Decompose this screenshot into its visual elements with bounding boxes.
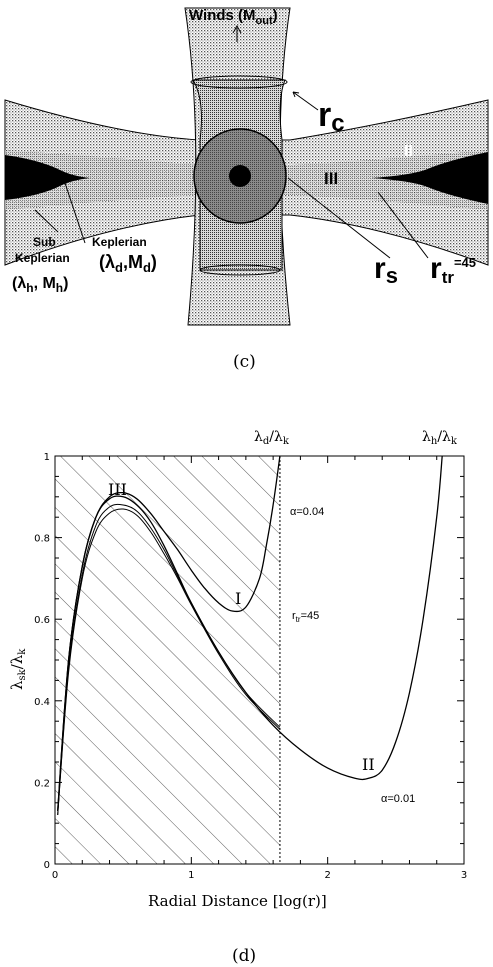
rs-label: rs — [374, 252, 398, 288]
y-tick-label: 1 — [44, 452, 50, 463]
cenbol-top-cap — [190, 75, 288, 89]
rtr-label: rtr=45 — [430, 252, 476, 287]
annotation-alpha-004: α=0.04 — [290, 506, 324, 518]
annotation-rtr: rtr=45 — [292, 610, 319, 624]
y-tick-label: 0.2 — [34, 778, 50, 789]
axis-tick-labels: 0 1 2 3 0 0.2 0.4 0.6 0.8 1 — [34, 452, 467, 881]
caption-c: (c) — [233, 352, 256, 372]
panel-c-diagram: Winds (Mout) rc III II rs rtr=45 Sub Kep… — [4, 7, 489, 326]
rc-pointer-head — [292, 91, 300, 98]
rtr-pointer — [377, 191, 429, 259]
series-lines — [57, 455, 443, 816]
rs-pointer — [287, 177, 391, 259]
rc-pointer — [292, 91, 319, 111]
x-tick-label: 1 — [188, 870, 194, 881]
y-tick-label: 0.6 — [34, 615, 50, 626]
winds-label: Winds (Mout) — [189, 7, 278, 27]
x-axis-label: Radial Distance [log(r)] — [148, 892, 327, 910]
top-label-lambda-d: λd/λk — [254, 429, 290, 447]
annotation-I: I — [235, 589, 241, 608]
sub-keplerian-pointer — [34, 209, 59, 233]
annotation-II: II — [362, 755, 375, 774]
wind-arrowhead — [232, 24, 242, 34]
cenbol-bottom-cap — [199, 264, 281, 276]
caption-d: (d) — [232, 946, 256, 966]
panel-d-chart: λd/λk λh/λk 0 1 2 300.20.40.60.81 III I II … — [8, 429, 467, 910]
series-line-aux-3 — [57, 508, 281, 816]
y-tick-label: 0 — [44, 860, 50, 871]
lambda-d-mdot-d-label: (λd,Md) — [99, 252, 157, 275]
series-line-aux-2 — [57, 503, 281, 816]
keplerian-label: Keplerian — [92, 235, 147, 249]
lambda-h-mdot-h-label: (λh, Mh) — [12, 275, 68, 295]
x-tick-label: 0 — [52, 870, 58, 881]
sub-label: Sub — [33, 235, 56, 249]
y-axis-label: λsk/λk — [8, 648, 28, 690]
region-II-label: II — [404, 143, 413, 160]
x-tick-label: 3 — [461, 870, 467, 881]
y-tick-label: 0.4 — [34, 697, 50, 708]
top-label-lambda-h: λh/λk — [422, 429, 458, 447]
y-tick-label: 0.8 — [34, 534, 50, 545]
black-hole — [229, 165, 251, 187]
keplerian-wedge-left — [5, 155, 90, 200]
annotation-alpha-001: α=0.01 — [381, 793, 415, 805]
region-III-label: III — [324, 169, 338, 188]
axis-ticks — [54, 455, 465, 865]
x-tick-label: 2 — [324, 870, 330, 881]
keplerian-wedge-right — [372, 152, 488, 204]
sub-keplerian-label: Keplerian — [15, 251, 70, 265]
annotation-III: III — [108, 480, 127, 499]
rc-label: rc — [318, 96, 345, 137]
keplerian-pointer — [64, 182, 86, 244]
hatched-region — [55, 456, 280, 864]
